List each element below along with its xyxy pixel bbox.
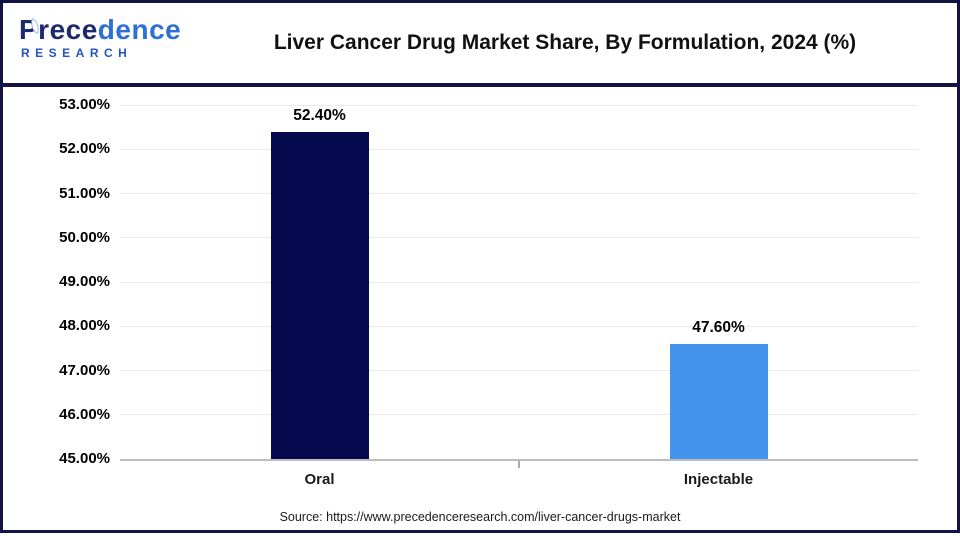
page-title: Liver Cancer Drug Market Share, By Formu…: [273, 31, 857, 54]
x-axis-category-label: Injectable: [683, 471, 754, 488]
y-axis-tick-label: 48.00%: [59, 317, 110, 335]
logo-wordmark: Precedence: [19, 15, 181, 45]
gridline: [120, 148, 918, 150]
x-axis-category-label: Oral: [304, 471, 335, 488]
header: Precedence RESEARCH Liver Cancer Drug Ma…: [3, 3, 957, 87]
y-axis-tick-label: 47.00%: [59, 361, 110, 379]
bar-chart: Source: https://www.precedenceresearch.c…: [3, 87, 957, 530]
logo-text-part2: dence: [97, 14, 182, 45]
y-axis-tick-label: 53.00%: [59, 96, 110, 113]
bar-value-label: 52.40%: [293, 106, 346, 124]
y-axis-tick-label: 45.00%: [59, 450, 110, 467]
logo-subtext: RESEARCH: [21, 46, 133, 60]
bar-injectable: [669, 343, 768, 459]
precedence-research-logo: Precedence RESEARCH: [19, 15, 181, 61]
gridline: [120, 325, 918, 327]
gridline: [120, 414, 918, 416]
gridline: [120, 237, 918, 239]
source-caption: Source: https://www.precedenceresearch.c…: [279, 510, 681, 524]
bar-value-label: 47.60%: [692, 318, 745, 336]
y-axis-tick-label: 49.00%: [59, 273, 110, 290]
gridline: [120, 104, 918, 106]
title-container: Liver Cancer Drug Market Share, By Formu…: [3, 3, 957, 83]
y-axis-tick-label: 46.00%: [59, 405, 110, 423]
x-axis-line: [120, 459, 918, 461]
y-axis-tick-label: 52.00%: [59, 140, 110, 158]
gridline: [120, 370, 918, 371]
y-axis-tick-label: 51.00%: [59, 184, 110, 202]
y-axis-tick-label: 50.00%: [59, 228, 110, 246]
gridline: [120, 193, 918, 194]
gridline: [120, 281, 918, 283]
axis-tick: [518, 461, 520, 468]
bar-oral: [270, 131, 369, 459]
